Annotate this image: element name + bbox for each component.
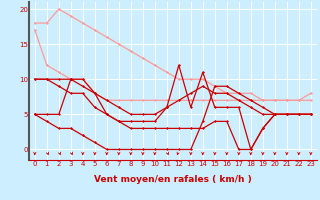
X-axis label: Vent moyen/en rafales ( km/h ): Vent moyen/en rafales ( km/h ) <box>94 175 252 184</box>
